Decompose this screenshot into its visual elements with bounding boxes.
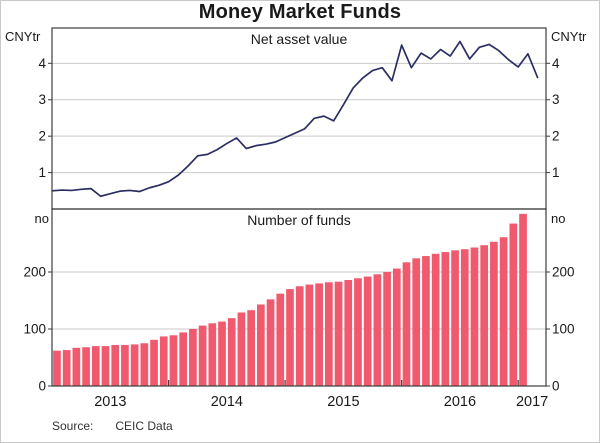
- bar-month: [53, 350, 61, 386]
- bar-month: [150, 339, 158, 386]
- bar-month: [159, 336, 168, 386]
- bar-month: [334, 281, 343, 386]
- x-tick-label-year: 2016: [444, 394, 476, 410]
- bar-month: [344, 279, 353, 386]
- bottom-panel-label: Number of funds: [247, 212, 351, 228]
- bar-month: [470, 247, 479, 386]
- bar-month: [169, 335, 178, 386]
- bar-month: [295, 286, 304, 386]
- bar-month: [101, 346, 110, 386]
- y-tick-label-left: 100: [23, 322, 46, 337]
- bar-month: [72, 347, 81, 386]
- y-tick-label-right: 0: [552, 379, 560, 394]
- bar-month: [441, 252, 450, 386]
- bar-month: [208, 323, 217, 386]
- bar-month: [305, 284, 314, 386]
- bar-month: [509, 223, 518, 386]
- x-tick-label-year: 2014: [211, 394, 243, 410]
- bar-month: [392, 268, 401, 386]
- y-tick-label-right: 100: [552, 322, 575, 337]
- y-axis-unit-bottom-left: no: [34, 211, 49, 226]
- y-tick-label-left: 4: [38, 56, 46, 71]
- bar-month: [480, 245, 489, 386]
- bar-month: [499, 237, 508, 386]
- source-value: CEIC Data: [115, 419, 173, 433]
- y-tick-label-left: 1: [38, 165, 46, 180]
- bar-month: [286, 289, 294, 386]
- bar-month: [490, 241, 498, 386]
- x-tick-label-year: 2015: [327, 394, 359, 410]
- bar-month: [257, 304, 265, 386]
- chart-title: Money Market Funds: [198, 1, 402, 23]
- y-axis-unit-top-right: CNYtr: [551, 29, 587, 44]
- bar-month: [237, 312, 246, 386]
- bar-month: [140, 343, 149, 386]
- x-tick-label-year: 2013: [94, 394, 126, 410]
- bar-month: [363, 276, 372, 386]
- bar-month: [218, 321, 226, 386]
- y-tick-label-right: 1: [552, 165, 560, 180]
- bar-month: [324, 282, 333, 386]
- bar-month: [383, 272, 391, 386]
- net-asset-value-line: [51, 40, 539, 198]
- source-label: Source:: [52, 419, 94, 433]
- bar-month: [354, 278, 362, 386]
- top-panel-label: Net asset value: [250, 31, 348, 47]
- bar-month: [198, 325, 207, 386]
- source-note: Source: CEIC Data: [52, 419, 173, 433]
- y-tick-label-left: 0: [38, 379, 46, 394]
- bar-month: [460, 249, 469, 386]
- bar-month: [179, 332, 188, 386]
- y-tick-label-left: 200: [23, 265, 46, 280]
- bar-month: [519, 213, 527, 386]
- bar-month: [431, 253, 440, 386]
- y-axis-unit-bottom-right: no: [551, 211, 566, 226]
- bar-month: [422, 256, 430, 386]
- bar-month: [62, 350, 71, 386]
- bar-month: [412, 258, 421, 386]
- bar-month: [266, 299, 275, 386]
- y-tick-label-right: 200: [552, 265, 575, 280]
- y-tick-label-right: 3: [552, 92, 560, 107]
- bar-month: [130, 344, 139, 386]
- bottom-panel-border: [51, 208, 547, 387]
- bar-month: [276, 293, 285, 386]
- bar-month: [451, 250, 459, 386]
- x-tick-label-year: 2017: [516, 394, 548, 410]
- bar-month: [402, 262, 411, 386]
- bar-month: [82, 347, 90, 386]
- y-tick-label-right: 4: [552, 56, 560, 71]
- y-tick-label-left: 3: [38, 92, 46, 107]
- bar-month: [373, 274, 382, 386]
- bar-month: [227, 318, 236, 386]
- bar-month: [315, 283, 323, 386]
- y-tick-label-left: 2: [38, 129, 46, 144]
- bar-month: [111, 344, 120, 386]
- bar-month: [91, 346, 100, 386]
- y-axis-unit-top-left: CNYtr: [5, 29, 41, 44]
- bar-month: [247, 310, 255, 386]
- bar-month: [189, 329, 197, 386]
- bar-month: [121, 344, 129, 386]
- y-tick-label-right: 2: [552, 129, 560, 144]
